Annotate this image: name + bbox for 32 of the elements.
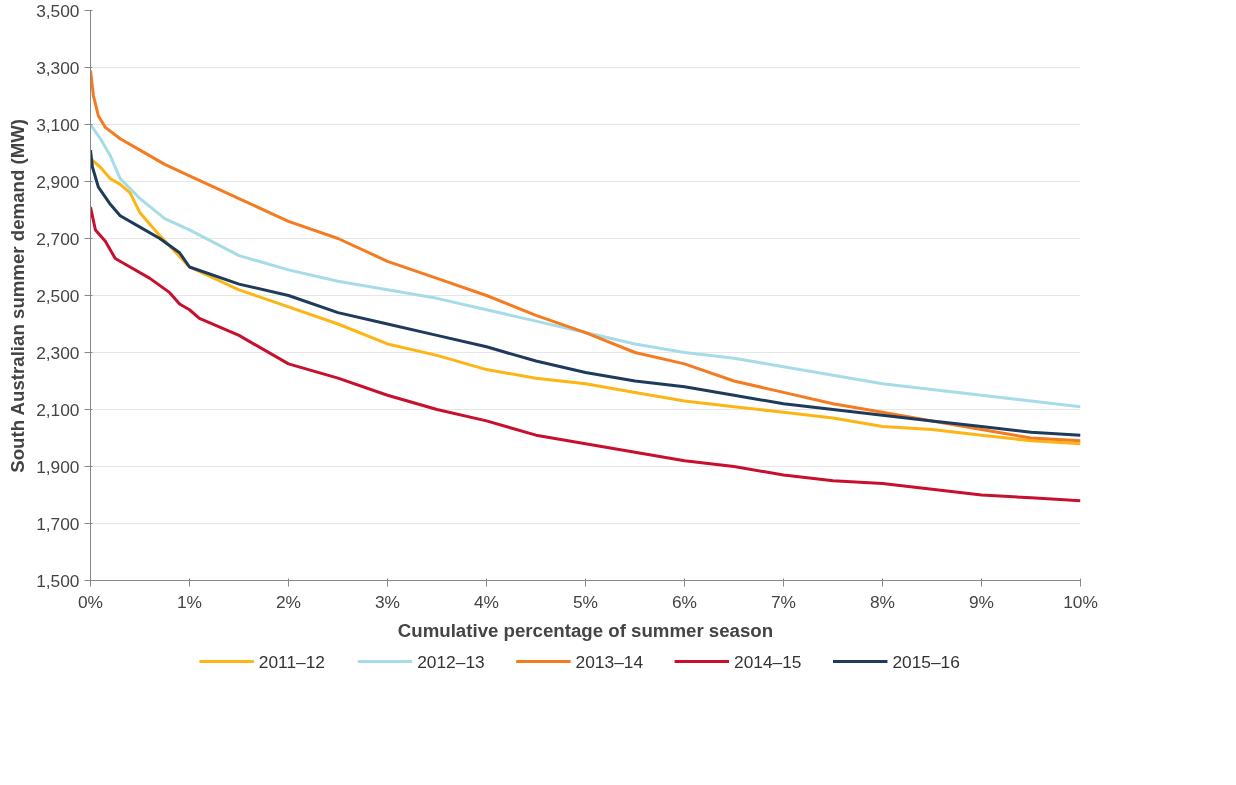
x-tick-label: 8%: [869, 591, 896, 612]
line-series: [90, 123, 1081, 409]
x-tick-label: 2%: [275, 591, 302, 612]
x-tick-label: 7%: [770, 591, 797, 612]
legend-label: 2012–13: [417, 651, 485, 672]
y-tick-label: 2,700: [36, 228, 80, 249]
x-tick-label: 3%: [374, 591, 401, 612]
legend-label: 2014–15: [734, 651, 802, 672]
x-axis-title: Cumulative percentage of summer season: [397, 619, 774, 641]
x-tick-label: 1%: [176, 591, 203, 612]
y-tick-label: 1,700: [36, 513, 80, 534]
y-axis-title: South Australian summer demand (MW): [7, 118, 29, 473]
y-tick-label: 2,100: [36, 399, 80, 420]
y-tick-label: 3,100: [36, 114, 80, 135]
x-tick-label: 6%: [671, 591, 698, 612]
y-tick-label: 2,500: [36, 285, 80, 306]
y-tick-label: 1,900: [36, 456, 80, 477]
legend-label: 2013–14: [575, 651, 644, 672]
legend-label: 2011–12: [258, 651, 325, 672]
y-tick-label: 1,500: [36, 570, 80, 591]
line-series: [90, 205, 1081, 503]
line-series: [90, 68, 1081, 443]
x-tick-label: 10%: [1063, 591, 1098, 612]
legend-label: 2015–16: [892, 651, 960, 672]
y-tick-label: 3,500: [36, 0, 80, 21]
x-tick-label: 0%: [77, 591, 104, 612]
x-tick-label: 9%: [968, 591, 995, 612]
x-tick-label: 4%: [473, 591, 500, 612]
y-tick-label: 3,300: [36, 57, 80, 78]
y-tick-label: 2,300: [36, 342, 80, 363]
x-tick-label: 5%: [572, 591, 599, 612]
y-tick-label: 2,900: [36, 171, 80, 192]
